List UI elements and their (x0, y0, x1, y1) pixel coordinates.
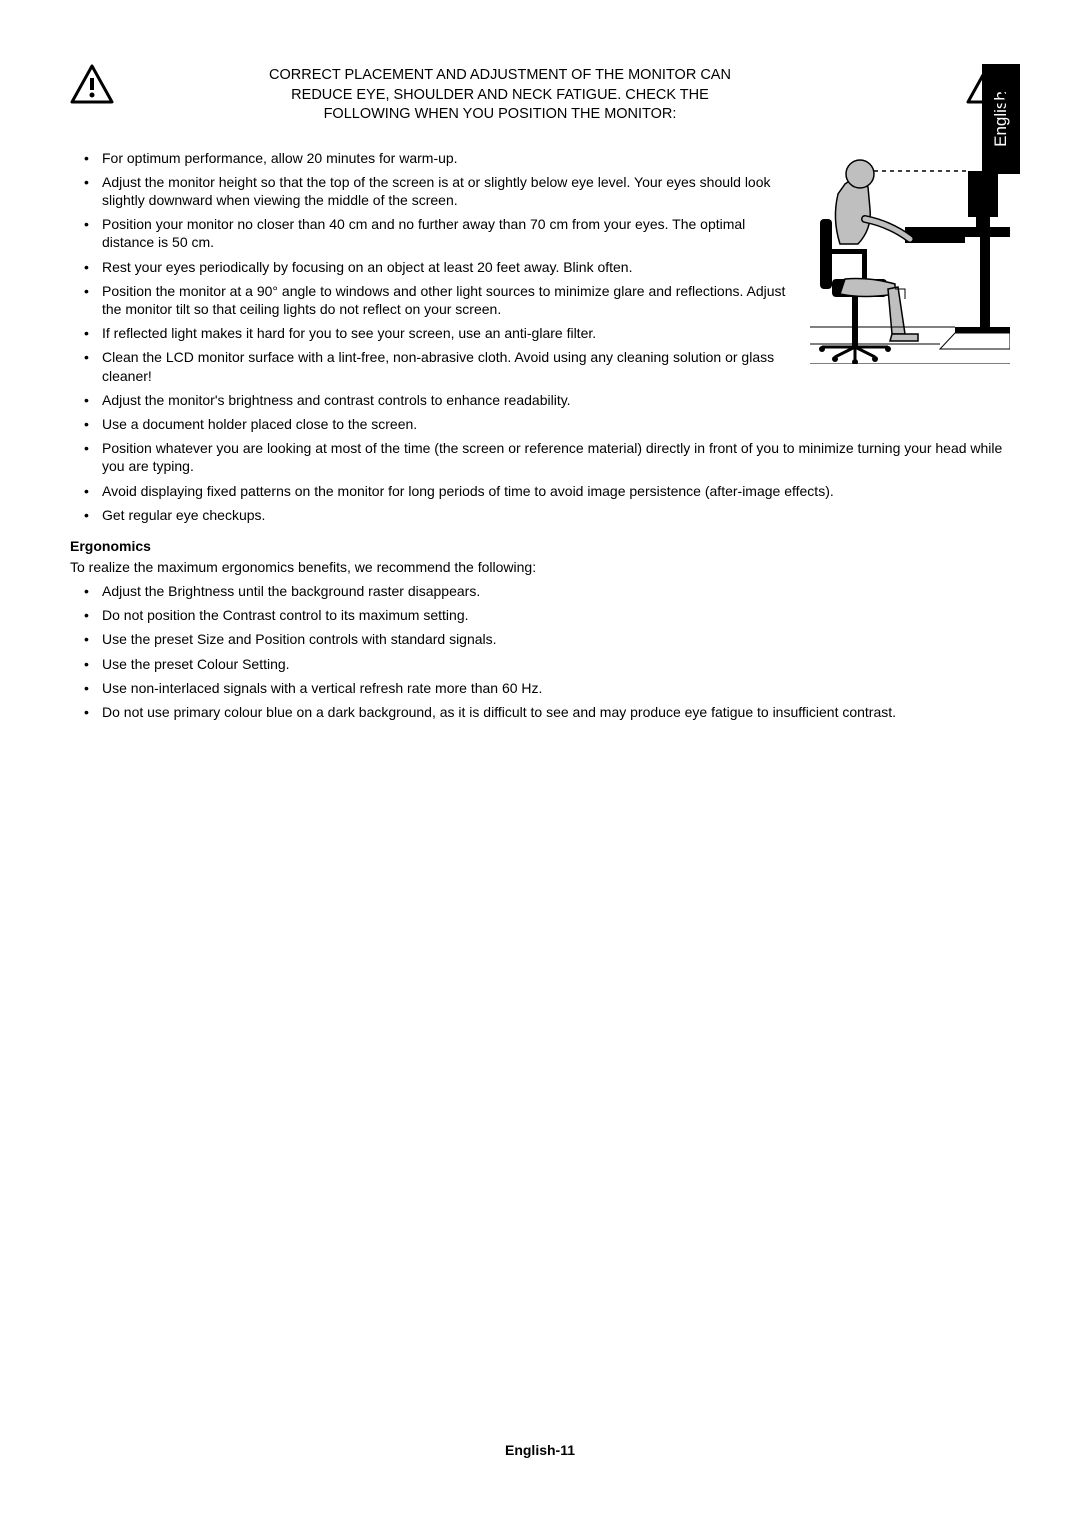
bullets-top-narrow: For optimum performance, allow 20 minute… (70, 149, 792, 409)
text-column: For optimum performance, allow 20 minute… (70, 149, 792, 415)
bullet-item: Get regular eye checkups. (88, 506, 1010, 524)
bullet-item: Position whatever you are looking at mos… (88, 439, 1010, 475)
bullet-item: Position the monitor at a 90° angle to w… (88, 282, 792, 318)
bullet-item: If reflected light makes it hard for you… (88, 324, 792, 342)
warning-icon-left (70, 64, 114, 109)
diagram-column (810, 149, 1010, 415)
bullet-item: For optimum performance, allow 20 minute… (88, 149, 792, 167)
bullet-item: Do not position the Contrast control to … (88, 606, 1010, 624)
bullet-item: Use the preset Size and Position control… (88, 630, 1010, 648)
bullet-item: Avoid displaying fixed patterns on the m… (88, 482, 1010, 500)
bullets-ergonomics: Adjust the Brightness until the backgrou… (70, 582, 1010, 721)
content-row: For optimum performance, allow 20 minute… (70, 149, 1010, 415)
header-line-3: FOLLOWING WHEN YOU POSITION THE MONITOR: (324, 106, 677, 122)
bullets-top-wide: Use a document holder placed close to th… (70, 415, 1010, 524)
bullet-item: Use a document holder placed close to th… (88, 415, 1010, 433)
header-row: CORRECT PLACEMENT AND ADJUSTMENT OF THE … (70, 64, 1010, 125)
ergonomics-diagram (810, 149, 1010, 364)
bullet-item: Adjust the monitor height so that the to… (88, 173, 792, 209)
page-footer: English-11 (0, 1442, 1080, 1458)
warning-icon-right (966, 64, 1010, 109)
bullet-item: Clean the LCD monitor surface with a lin… (88, 348, 792, 384)
bullet-item: Use the preset Colour Setting. (88, 655, 1010, 673)
bullet-item: Rest your eyes periodically by focusing … (88, 258, 792, 276)
bullet-item: Use non-interlaced signals with a vertic… (88, 679, 1010, 697)
header-line-2: REDUCE EYE, SHOULDER AND NECK FATIGUE. C… (291, 87, 709, 103)
header-line-1: CORRECT PLACEMENT AND ADJUSTMENT OF THE … (269, 67, 731, 83)
bullet-item: Position your monitor no closer than 40 … (88, 215, 792, 251)
ergonomics-heading: Ergonomics (70, 538, 1010, 554)
bullet-item: Adjust the monitor's brightness and cont… (88, 391, 792, 409)
bullet-item: Adjust the Brightness until the backgrou… (88, 582, 1010, 600)
page-content: CORRECT PLACEMENT AND ADJUSTMENT OF THE … (0, 0, 1080, 721)
header-text: CORRECT PLACEMENT AND ADJUSTMENT OF THE … (134, 64, 946, 125)
bullet-item: Do not use primary colour blue on a dark… (88, 703, 1010, 721)
ergonomics-intro: To realize the maximum ergonomics benefi… (70, 558, 1010, 576)
